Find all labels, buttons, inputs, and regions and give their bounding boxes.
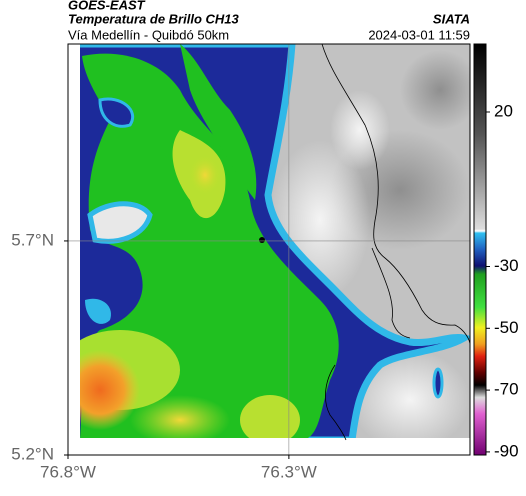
colorbar-tick-label: 20 [494, 101, 513, 120]
colorbar-tick-label: -50 [494, 318, 519, 337]
source: SIATA [433, 11, 470, 26]
colorbar [473, 43, 487, 456]
subtitle: Temperatura de Brillo CH13 [68, 11, 240, 26]
y-tick-label: 5.7°N [11, 230, 54, 249]
map-frame [67, 43, 471, 456]
route: Vía Medellín - Quibdó 50km [68, 27, 229, 42]
colorbar-tick-label: -30 [494, 256, 519, 275]
satellite-image [68, 44, 470, 455]
x-tick-label: 76.8°W [40, 462, 96, 481]
x-tick-label: 76.3°W [261, 462, 317, 481]
y-tick-label: 5.2°N [11, 444, 54, 463]
colorbar-tick-label: -70 [494, 380, 519, 399]
colorbar-tick-label: -90 [494, 441, 519, 460]
title: GOES-EAST [68, 0, 146, 12]
timestamp: 2024-03-01 11:59 [368, 27, 470, 42]
